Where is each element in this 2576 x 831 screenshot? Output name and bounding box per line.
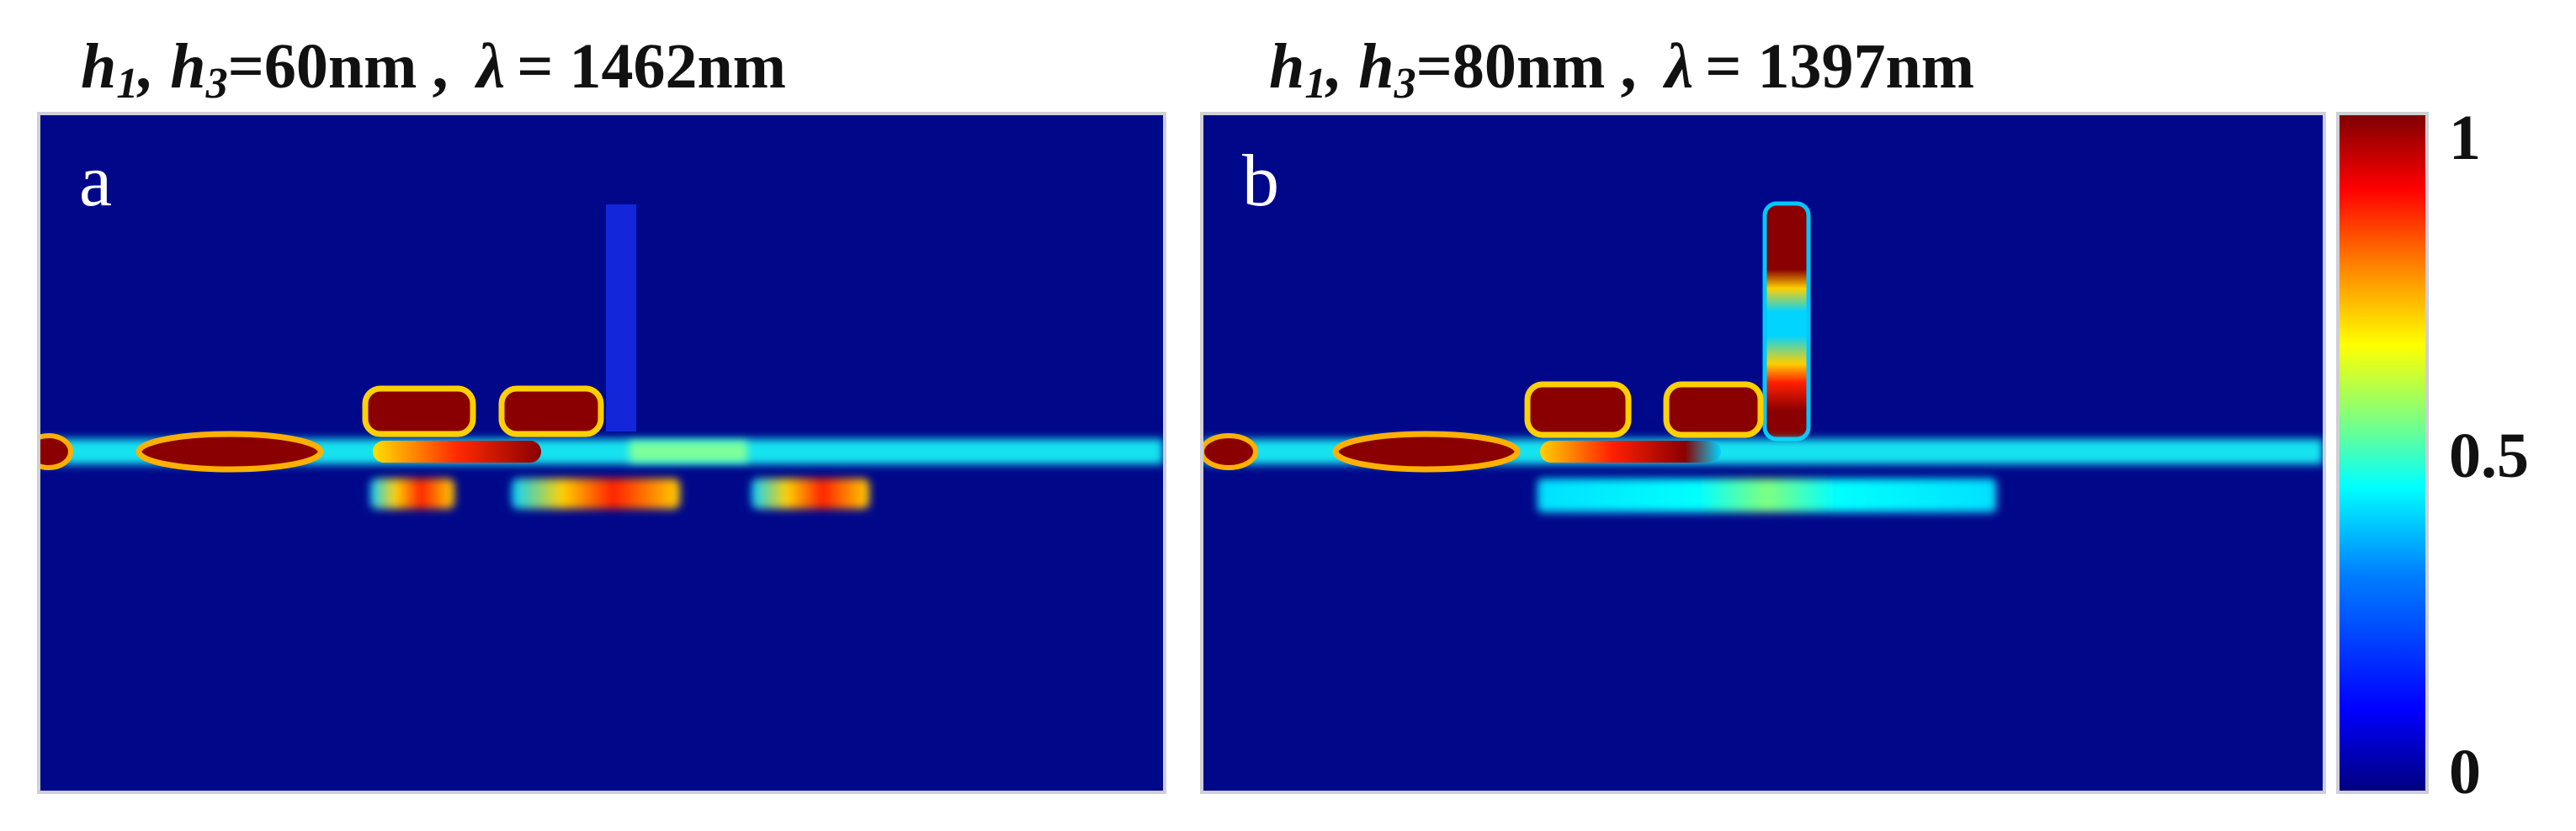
upper-resonator-2 [1663,381,1764,438]
panel-b-h-value: =80nm [1415,31,1606,102]
upper-resonator-1 [362,385,476,437]
field-map-b-svg [1203,115,2323,791]
bus-hotspot-2 [1540,441,1721,463]
bus-hotspot-left-edge [1203,433,1258,470]
vertical-stub [606,204,636,431]
panel-a-lambda-symbol: λ [476,31,506,102]
vertical-stub [1762,201,1811,442]
panel-a-h1-symbol: h1, h3 [81,31,228,108]
panel-b-sep: , [1620,31,1637,102]
lower-segment-2 [512,479,680,509]
bus-hotspot-left-edge [40,433,73,470]
field-map-panel-b: b [1200,112,2326,794]
bus-green-region [629,442,747,462]
panel-b-label: b [1242,140,1279,222]
lower-segment-1 [370,479,454,509]
upper-resonator-2 [498,385,604,437]
bus-hotspot-2 [373,441,541,463]
panel-a-title: h1, h3=60nm, λ = 1462nm [81,29,787,108]
panel-a-h-value: =60nm [227,31,417,102]
panel-a-sep: , [432,31,449,102]
field-map-panel-a: a [37,112,1166,794]
panel-b-lambda-symbol: λ [1665,31,1694,102]
colorbar-tick-max: 1 [2449,103,2481,173]
field-map-a-svg [40,115,1163,791]
lower-segment [1538,479,1996,512]
colorbar [2336,112,2429,794]
colorbar-tick-min: 0 [2449,737,2481,807]
panel-a-label: a [79,140,113,222]
panel-b-lambda-value: = 1397nm [1705,31,1975,102]
colorbar-tick-mid: 0.5 [2449,421,2529,491]
panel-b-h1-symbol: h1, h3 [1269,31,1416,108]
upper-resonator-1 [1524,381,1632,438]
bus-hotspot-1 [1332,431,1521,473]
bus-hotspot-1 [135,431,324,473]
panel-a-lambda-value: = 1462nm [517,31,787,102]
panel-b-title: h1, h3=80nm, λ = 1397nm [1269,29,1975,108]
lower-segment-3 [752,479,869,509]
